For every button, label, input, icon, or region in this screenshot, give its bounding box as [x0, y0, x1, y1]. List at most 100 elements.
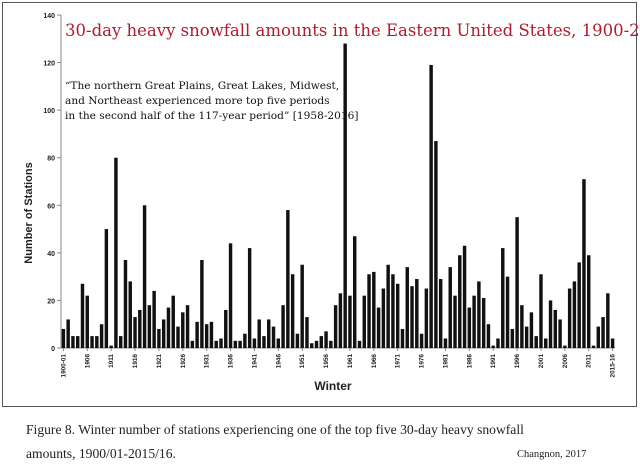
bar-winter-1964	[367, 274, 371, 348]
y-tick-label: 120	[43, 61, 55, 68]
bar-winter-1968	[386, 264, 390, 348]
x-tick-label: 1946	[275, 354, 282, 369]
bar-winter-1917	[142, 205, 147, 348]
x-tick-label: 1991	[490, 354, 497, 369]
y-tick-label: 60	[47, 203, 55, 210]
bar-winter-1970	[395, 283, 400, 348]
x-tick-label: 1931	[204, 354, 211, 369]
bar-winter-1907	[95, 336, 99, 348]
bar-winter-1910	[109, 345, 113, 348]
bar-winter-1942	[262, 336, 266, 348]
bar-winter-1934	[224, 309, 228, 348]
bar-winter-2000	[539, 274, 543, 348]
bar-winter-1950	[300, 264, 304, 348]
bar-winter-1979	[438, 279, 443, 348]
x-tick-label: 1966	[371, 354, 378, 369]
bar-winter-1933	[219, 338, 223, 348]
bar-winter-1963	[362, 295, 366, 348]
bar-chart: 0 20 40 60 80 100 120 140 1900-01 1906 1911 1916 192…	[43, 13, 617, 378]
bar-winter-2009	[582, 179, 586, 348]
bar-winter-1981	[448, 267, 452, 348]
bar-winter-1989	[486, 324, 491, 348]
x-tick-label: 2015-16	[610, 354, 617, 378]
bar-winter-2010	[587, 255, 591, 348]
bar-winter-1908	[99, 324, 104, 348]
bar-winter-2014	[606, 293, 610, 348]
bar-winter-1906	[90, 336, 94, 348]
x-tick-label: 1900-01	[60, 354, 67, 378]
figure-caption-line-1: Figure 8. Winter number of stations expe…	[26, 422, 524, 437]
bar-winter-1953	[314, 340, 319, 348]
bar-winter-1901	[66, 319, 70, 348]
x-tick-label: 1941	[251, 354, 258, 369]
bar-winter-1923	[171, 295, 175, 348]
bar-winter-1922	[166, 307, 171, 348]
y-tick-label: 80	[47, 156, 55, 163]
bar-winter-1962	[357, 340, 362, 348]
bar-winter-2003	[553, 309, 558, 348]
bar-winter-1977	[429, 64, 433, 348]
figure-credit: Changnon, 2017	[517, 449, 587, 460]
bar-winter-1939	[247, 248, 252, 348]
bar-winter-1978	[434, 141, 438, 348]
bar-winter-1937	[238, 340, 242, 348]
x-tick-label: 2011	[586, 354, 593, 368]
x-tick-label: 1951	[299, 354, 306, 369]
y-tick-label: 100	[43, 108, 55, 115]
bar-winter-1993	[505, 276, 510, 348]
bar-winter-1961	[352, 236, 357, 348]
bar-winter-1960	[348, 295, 352, 348]
x-tick-label: 1956	[323, 354, 330, 369]
chart-title: 30-day heavy snowfall amounts in the Eas…	[65, 21, 640, 40]
bar-winter-1949	[295, 333, 300, 348]
bar-winter-1988	[481, 298, 486, 348]
bar-winter-1929	[200, 259, 204, 348]
bar-winter-1966	[376, 307, 381, 348]
bar-winter-2002	[548, 300, 553, 348]
bar-winter-1943	[267, 319, 271, 348]
bar-winter-1990	[491, 345, 495, 348]
y-tick-label: 140	[43, 13, 55, 20]
bar-winter-1974	[415, 279, 419, 348]
bar-winter-1983	[458, 255, 462, 348]
bar-winter-1940	[252, 338, 257, 348]
bar-winter-1920	[157, 328, 161, 348]
bar-winter-1994	[510, 328, 515, 348]
x-tick-label: 1986	[466, 354, 473, 369]
bar-winter-1956	[329, 340, 333, 348]
x-tick-label: 1906	[84, 354, 91, 369]
bar-winter-1931	[209, 321, 214, 348]
bar-winter-1971	[400, 328, 405, 348]
bar-winter-1900	[61, 328, 66, 348]
x-axis-label: Winter	[314, 379, 352, 393]
bar-winter-1995	[515, 217, 519, 348]
bar-winter-1959	[343, 43, 347, 349]
bar-winter-1951	[305, 317, 309, 348]
bar-winter-1948	[290, 274, 295, 348]
bar-winter-1902	[71, 336, 75, 348]
bar-winter-1911	[114, 157, 118, 348]
bar-winter-2007	[572, 281, 577, 348]
bar-winter-1985	[467, 307, 472, 348]
x-tick-label: 1976	[419, 354, 426, 369]
bar-winter-1932	[214, 340, 218, 348]
bar-winter-1925	[181, 312, 185, 348]
bar-winter-1976	[424, 288, 429, 348]
bar-winter-1972	[405, 267, 409, 348]
bar-winter-1941	[257, 319, 261, 348]
bar-winter-1980	[443, 338, 448, 348]
bar-winter-1957	[333, 305, 338, 348]
x-tick-label: 1916	[132, 354, 139, 369]
bar-winter-2004	[558, 319, 562, 348]
bar-winter-1987	[477, 281, 481, 348]
bar-winter-2012	[596, 326, 601, 348]
bar-winter-1969	[391, 274, 395, 348]
bar-winter-1946	[281, 305, 285, 348]
bar-winter-2001	[544, 338, 548, 348]
chart-annotation: “The northern Great Plains, Great Lakes,…	[65, 80, 359, 122]
bar-winter-1954	[319, 336, 324, 348]
chart-frame: 0 20 40 60 80 100 120 140 1900-01 1906 1911 1916 192…	[2, 2, 640, 407]
bar-winter-1935	[228, 243, 233, 348]
bar-winter-1944	[271, 326, 276, 348]
y-tick-label: 20	[47, 298, 55, 305]
